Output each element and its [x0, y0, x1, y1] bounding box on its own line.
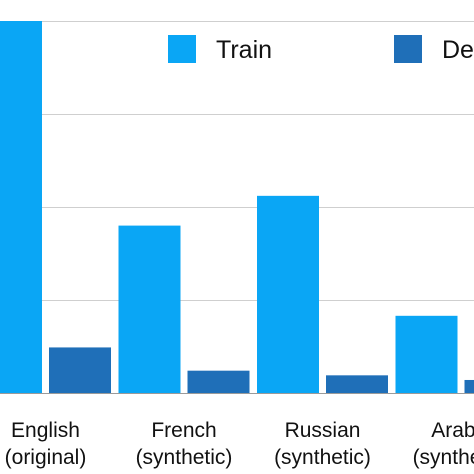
bar-train-1 — [118, 225, 181, 393]
bar-train-3 — [395, 315, 458, 393]
gridlines — [0, 21, 474, 301]
bar-dev-3 — [464, 379, 474, 393]
bar-dev-1 — [187, 370, 250, 393]
legend: Train Dev — [168, 35, 474, 64]
x-tick-label-3-1: (synthetic) — [413, 446, 474, 469]
bars — [0, 21, 474, 393]
legend-label-train: Train — [216, 36, 272, 64]
x-tick-label-2-1: (synthetic) — [274, 446, 371, 469]
legend-swatch-train — [168, 35, 196, 63]
bar-train-2 — [257, 195, 319, 393]
x-tick-label-1-1: (synthetic) — [136, 446, 233, 469]
x-tick-label-2-0: Russian — [285, 419, 361, 442]
legend-swatch-dev — [394, 35, 422, 63]
x-tick-label-1-0: French — [151, 419, 216, 442]
x-tick-label-3-0: Arabic — [431, 419, 474, 442]
legend-label-dev: Dev — [442, 36, 474, 64]
bar-train-0 — [0, 21, 42, 393]
bar-dev-2 — [326, 375, 388, 393]
x-tick-labels: English (original) French (synthetic) Russia… — [5, 419, 474, 469]
bar-dev-0 — [49, 347, 111, 393]
x-tick-label-0-0: English — [11, 419, 80, 442]
x-tick-label-0-1: (original) — [5, 446, 87, 469]
